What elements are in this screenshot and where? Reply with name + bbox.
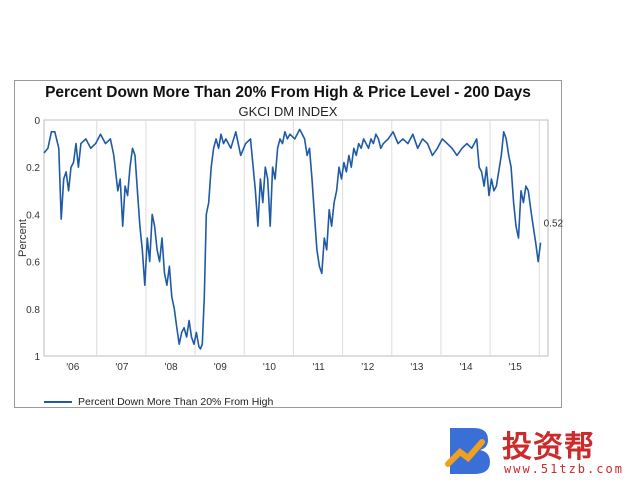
y-tick-label: 0.6 [26, 258, 40, 269]
x-tick-label: '15 [509, 362, 522, 373]
brand-url: www.51tzb.com [504, 462, 624, 476]
brand-name: 投资帮 [502, 430, 595, 465]
y-tick-label: 0.2 [26, 163, 40, 174]
legend-label: Percent Down More Than 20% From High [78, 396, 274, 408]
x-tick-label: '13 [410, 362, 423, 373]
last-value-label: 0.52 [544, 219, 564, 230]
legend: Percent Down More Than 20% From High [44, 396, 273, 408]
y-tick-label: 0.4 [26, 210, 40, 221]
chart-title: Percent Down More Than 20% From High & P… [45, 84, 531, 101]
x-tick-label: '10 [263, 362, 276, 373]
x-tick-label: '11 [312, 362, 325, 373]
y-tick-label: 1 [34, 352, 40, 363]
y-axis-label: Percent [17, 219, 29, 257]
y-tick-label: 0.8 [26, 305, 40, 316]
x-tick-label: '07 [115, 362, 128, 373]
series-line [43, 128, 542, 350]
chart-subtitle: GKCI DM INDEX [238, 104, 338, 119]
x-tick-label: '06 [66, 362, 79, 373]
y-tick-label: 0 [34, 116, 40, 127]
x-tick-label: '08 [165, 362, 178, 373]
chart-frame [14, 80, 562, 408]
plot-area [43, 119, 549, 357]
watermark: 投资帮 www.51tzb.com [436, 418, 626, 480]
x-tick-label: '14 [460, 362, 473, 373]
brand-logo-icon [445, 428, 490, 474]
x-tick-label: '12 [361, 362, 374, 373]
x-tick-label: '09 [214, 362, 227, 373]
legend-swatch [44, 401, 72, 403]
